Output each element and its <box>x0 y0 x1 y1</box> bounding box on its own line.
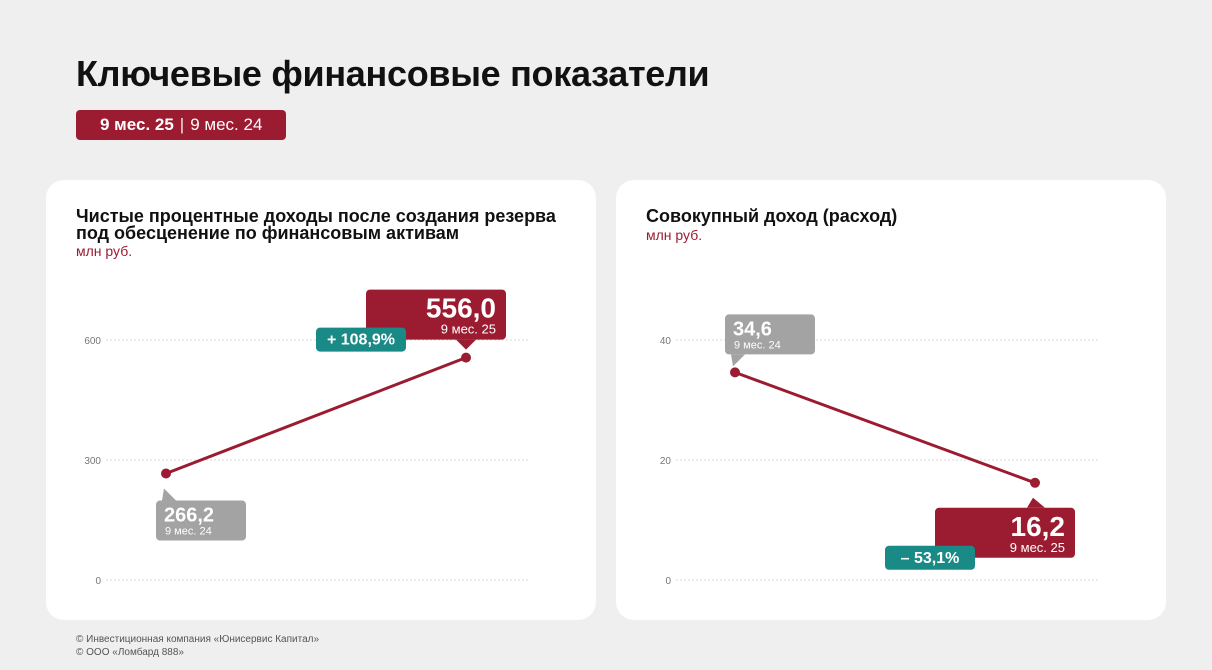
callout-box-current <box>935 507 1075 558</box>
callout-pointer-current <box>456 339 476 350</box>
period-current: 9 мес. 25 <box>100 115 174 134</box>
data-label-prev-period: 9 мес. 24 <box>165 526 212 538</box>
data-label-current-period: 9 мес. 25 <box>441 322 496 337</box>
y-tick-label: 300 <box>84 456 101 467</box>
change-badge <box>316 327 406 352</box>
page-title: Ключевые финансовые показатели <box>76 53 710 94</box>
chart-unit: млн руб. <box>76 243 133 259</box>
chart-card-net-interest-income: Чистые процентные доходы после создания … <box>46 180 596 620</box>
data-label-prev-value: 34,6 <box>733 318 772 340</box>
chart-unit: млн руб. <box>646 227 703 243</box>
line-chart-net-interest-income: 0 300 600 266,29 мес. 24 556,09 мес. 25 + 108… <box>84 289 528 587</box>
y-tick-label: 600 <box>84 336 101 347</box>
y-tick-label: 0 <box>665 576 671 587</box>
data-label-prev-value: 266,2 <box>164 505 214 527</box>
period-separator: | <box>179 115 185 134</box>
data-point-prev <box>730 367 740 378</box>
series-line <box>165 356 467 475</box>
period-previous: 9 мес. 24 <box>190 115 263 134</box>
chart-title: Совокупный доход (расход) <box>646 206 898 226</box>
footer-copyright-2: © ООО «Ломбард 888» <box>76 647 184 658</box>
callout-box-prev <box>156 500 246 541</box>
data-point-current <box>461 352 471 363</box>
data-label-current-value: 556,0 <box>426 293 496 324</box>
period-badge: 9 мес. 25 | 9 мес. 24 <box>76 110 287 140</box>
chart-card-comprehensive-income: Совокупный доход (расход) млн руб. 0 20 40… <box>616 180 1166 620</box>
data-label-prev-period: 9 мес. 24 <box>734 339 781 351</box>
y-tick-label: 0 <box>95 576 101 587</box>
callout-box-prev <box>725 314 815 355</box>
callout-pointer-prev <box>162 488 176 501</box>
callout-box-current <box>366 289 506 340</box>
chart-title: Чистые процентные доходы после создания … <box>76 206 556 243</box>
footer-copyright-1: © Инвестиционная компания «Юнисервис Кап… <box>76 634 320 645</box>
y-tick-label: 40 <box>660 336 672 347</box>
data-label-current-value: 16,2 <box>1011 511 1066 542</box>
change-badge-label: – 53,1% <box>901 550 960 567</box>
data-point-current <box>1030 477 1040 488</box>
y-tick-label: 20 <box>660 456 672 467</box>
callout-pointer-current <box>1027 497 1045 508</box>
change-badge-label: + 108,9% <box>327 332 395 349</box>
data-label-current-period: 9 мес. 25 <box>1010 540 1065 555</box>
series-line <box>734 370 1036 485</box>
footer: © Инвестиционная компания «Юнисервис Кап… <box>76 633 319 659</box>
callout-pointer-prev <box>731 354 745 367</box>
data-point-prev <box>161 468 171 479</box>
change-badge <box>885 545 975 570</box>
line-chart-comprehensive-income: 0 20 40 34,69 мес. 24 16,29 мес. 25 – 53,1% <box>660 314 1098 587</box>
